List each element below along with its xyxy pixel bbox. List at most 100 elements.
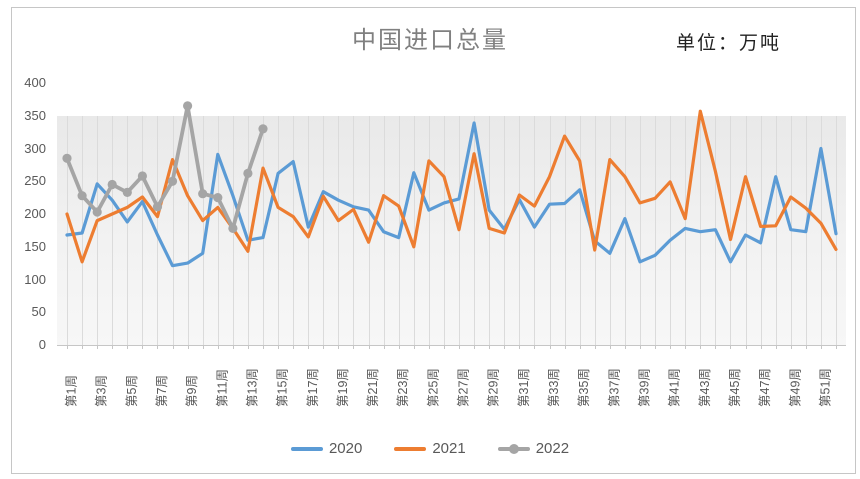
x-axis-tick	[263, 345, 265, 349]
x-axis-tick	[217, 345, 219, 349]
series-marker-2022	[258, 124, 268, 134]
series-marker-2022	[137, 171, 147, 181]
x-axis-tick-label: 第43周	[697, 368, 712, 407]
vertical-gridline	[579, 116, 581, 345]
series-marker-2022	[213, 193, 223, 203]
x-axis-tick-label: 第45周	[728, 368, 742, 407]
vertical-gridline	[670, 116, 672, 345]
y-axis-tick-label: 350	[24, 107, 46, 123]
x-axis-tick-label: 第25周	[426, 368, 441, 407]
vertical-gridline	[217, 116, 219, 345]
legend-item-2022[interactable]: 2022	[497, 440, 569, 457]
series-marker-2022	[62, 153, 72, 163]
vertical-gridline	[428, 116, 430, 345]
x-axis-tick	[278, 345, 280, 349]
x-axis-tick-label: 第33周	[547, 368, 561, 407]
x-axis-tick	[383, 345, 385, 349]
vertical-gridline	[549, 116, 551, 345]
x-axis-tick	[624, 345, 626, 349]
y-axis-tick-label: 300	[24, 140, 46, 156]
x-axis-tick	[247, 345, 249, 349]
x-axis-tick	[489, 345, 491, 349]
x-axis-tick-label: 第37周	[607, 368, 622, 407]
vertical-gridline	[127, 116, 129, 345]
vertical-gridline	[157, 116, 159, 345]
x-axis-tick	[639, 345, 641, 349]
x-axis-tick	[820, 345, 822, 349]
x-axis-line	[57, 345, 846, 346]
x-axis-tick-label: 第13周	[245, 368, 260, 407]
x-axis-tick-label: 第19周	[335, 368, 350, 407]
y-axis-tick-label: 250	[24, 173, 46, 189]
x-axis-tick	[534, 345, 536, 349]
x-axis-tick-label: 第5周	[124, 375, 139, 407]
x-axis-tick-label: 第51周	[818, 368, 833, 407]
x-axis-tick	[790, 345, 792, 349]
vertical-gridline	[443, 116, 445, 345]
x-axis-tick	[112, 345, 114, 349]
series-marker-2022	[107, 179, 117, 190]
x-axis-tick	[127, 345, 129, 349]
x-axis-tick	[428, 345, 430, 349]
x-axis-tick	[142, 345, 144, 349]
x-axis-tick	[685, 345, 687, 349]
vertical-gridline	[308, 116, 310, 345]
x-axis-tick	[353, 345, 355, 349]
vertical-gridline	[67, 116, 68, 345]
vertical-gridline	[202, 116, 204, 345]
x-axis-tick	[323, 345, 325, 349]
vertical-gridline	[172, 116, 174, 345]
vertical-gridline	[368, 116, 370, 345]
x-axis-tick	[202, 345, 204, 349]
x-axis-tick	[609, 345, 611, 349]
x-axis-tick	[549, 345, 551, 349]
series-marker-2022	[228, 223, 238, 233]
series-marker-2022	[77, 191, 87, 201]
x-axis-tick	[715, 345, 717, 349]
x-axis-tick	[82, 345, 84, 349]
chart-legend: 2020 2021 2022	[0, 440, 860, 457]
x-axis-tick	[700, 345, 702, 349]
x-axis-tick	[745, 345, 747, 349]
x-axis-tick	[474, 345, 476, 349]
legend-item-2021[interactable]: 2021	[394, 440, 466, 457]
x-axis-tick	[579, 345, 581, 349]
series-line-2022	[65, 103, 265, 231]
vertical-gridline	[474, 116, 476, 345]
vertical-gridline	[624, 116, 626, 345]
x-axis-tick-label: 第17周	[305, 368, 320, 407]
x-axis-tick	[293, 345, 295, 349]
x-axis-tick-label: 第11周	[215, 369, 230, 407]
legend-marker-dot	[508, 443, 519, 454]
series-marker-2022	[183, 101, 193, 111]
vertical-gridline	[760, 116, 762, 345]
y-axis-tick-label: 200	[24, 206, 46, 221]
x-axis-tick	[187, 345, 189, 349]
x-axis-tick	[443, 345, 445, 349]
series-marker-2022	[92, 207, 102, 217]
vertical-gridline	[247, 116, 249, 345]
series-line-2021	[65, 109, 838, 264]
x-axis-tick-label: 第41周	[667, 368, 682, 407]
x-axis-tick	[594, 345, 596, 349]
x-axis-tick	[504, 345, 506, 349]
x-axis-tick	[760, 345, 762, 349]
legend-label: 2021	[432, 440, 466, 457]
vertical-gridline	[655, 116, 657, 345]
legend-line-swatch	[290, 446, 323, 451]
x-axis-tick	[232, 345, 234, 349]
series-marker-2022	[243, 168, 253, 178]
series-marker-2022	[122, 187, 132, 197]
x-axis-tick-label: 第31周	[516, 368, 531, 407]
x-axis-tick	[413, 345, 415, 349]
vertical-gridline	[745, 116, 747, 345]
x-axis-tick-label: 第39周	[637, 368, 652, 407]
vertical-gridline	[820, 116, 822, 345]
vertical-gridline	[293, 116, 295, 345]
x-axis-tick-label: 第49周	[788, 368, 803, 407]
legend-item-2020[interactable]: 2020	[290, 440, 363, 457]
y-axis-tick-label: 50	[31, 304, 46, 320]
x-axis-tick-label: 第23周	[396, 368, 411, 407]
vertical-gridline	[639, 116, 641, 345]
legend-label: 2020	[328, 440, 363, 457]
